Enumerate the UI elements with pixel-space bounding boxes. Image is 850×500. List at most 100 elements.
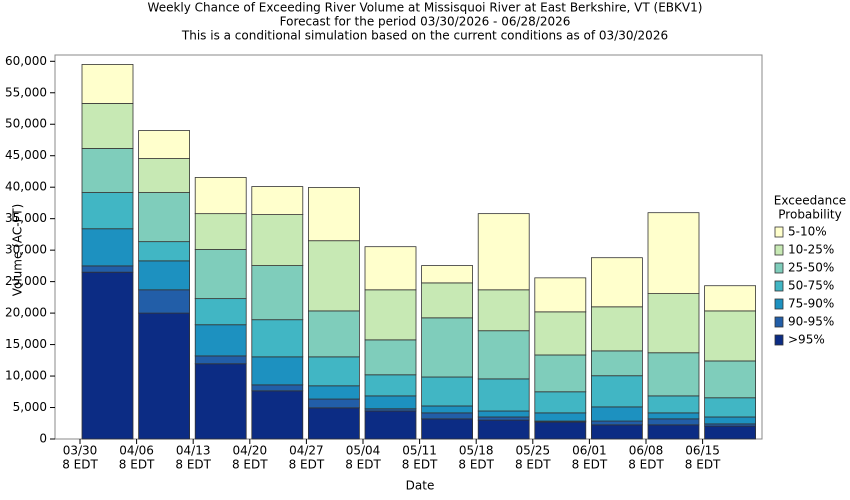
bar-segment bbox=[534, 277, 587, 313]
bar-segment bbox=[81, 64, 134, 104]
bar-segment bbox=[364, 289, 417, 341]
legend-title: Probability bbox=[778, 208, 841, 222]
bar-segment bbox=[81, 192, 134, 230]
legend-label: 10-25% bbox=[788, 243, 834, 257]
legend-swatch bbox=[774, 244, 784, 256]
legend-swatch bbox=[774, 226, 784, 238]
x-tick-label: 03/30 bbox=[63, 444, 98, 458]
legend-swatch bbox=[774, 316, 784, 328]
bar-segment bbox=[138, 260, 191, 291]
bar-segment bbox=[307, 187, 360, 242]
legend-label: >95% bbox=[788, 333, 825, 347]
x-tick-sublabel: 8 EDT bbox=[402, 458, 438, 472]
y-tick-label: 15,000 bbox=[5, 337, 47, 351]
bar-segment bbox=[534, 412, 587, 422]
bar-segment bbox=[81, 265, 134, 273]
y-tick-label: 60,000 bbox=[5, 54, 47, 68]
x-tick-sublabel: 8 EDT bbox=[289, 458, 325, 472]
x-tick-sublabel: 8 EDT bbox=[119, 458, 155, 472]
bar-segment bbox=[704, 425, 756, 440]
x-tick-label: 05/25 bbox=[516, 444, 551, 458]
y-axis-label: Volume (AC-FT) bbox=[11, 204, 25, 297]
bar-segment bbox=[81, 271, 134, 440]
bar-segment bbox=[364, 395, 417, 410]
bar-segment bbox=[138, 312, 191, 440]
legend-label: 75-90% bbox=[788, 297, 834, 311]
y-tick-label: 50,000 bbox=[5, 117, 47, 131]
bar-segment bbox=[421, 412, 474, 420]
bar-segment bbox=[647, 424, 700, 440]
bar-segment bbox=[477, 213, 530, 291]
bar-segment bbox=[534, 421, 587, 440]
bar-segment bbox=[477, 419, 530, 440]
bar-segment bbox=[421, 418, 474, 440]
bar-segment bbox=[534, 391, 587, 414]
bar-segment bbox=[307, 310, 360, 358]
bar-segment bbox=[647, 418, 700, 426]
bar-segment bbox=[81, 148, 134, 193]
bar-segment bbox=[647, 412, 700, 420]
bar-segment bbox=[364, 410, 417, 440]
bar-segment bbox=[251, 186, 304, 215]
y-tick-label: 25,000 bbox=[5, 274, 47, 288]
bar-segment bbox=[307, 385, 360, 400]
x-axis-label: Date bbox=[406, 479, 435, 493]
bar-segment bbox=[251, 265, 304, 321]
bar-segment bbox=[194, 249, 247, 300]
y-tick-label: 35,000 bbox=[5, 211, 47, 225]
y-tick-label: 20,000 bbox=[5, 306, 47, 320]
x-tick-sublabel: 8 EDT bbox=[515, 458, 551, 472]
legend-label: 25-50% bbox=[788, 261, 834, 275]
bar-segment bbox=[251, 319, 304, 358]
x-tick-label: 06/15 bbox=[685, 444, 720, 458]
bar-segment bbox=[138, 241, 191, 262]
bar-segment bbox=[194, 177, 247, 215]
bar-segment bbox=[307, 398, 360, 409]
legend-title: Exceedance bbox=[774, 194, 846, 208]
x-tick-label: 05/11 bbox=[402, 444, 437, 458]
bar-segment bbox=[591, 350, 643, 377]
bar-segment bbox=[194, 363, 247, 440]
bar-segment bbox=[421, 317, 474, 378]
chart-subtitle: Forecast for the period 03/30/2026 - 06/… bbox=[280, 15, 571, 29]
x-tick-sublabel: 8 EDT bbox=[458, 458, 494, 472]
bar-segment bbox=[251, 356, 304, 386]
y-tick-label: 45,000 bbox=[5, 148, 47, 162]
bar-segment bbox=[251, 390, 304, 440]
bar-segment bbox=[138, 289, 191, 314]
legend-swatch bbox=[774, 262, 784, 274]
bar-segment bbox=[591, 424, 643, 440]
bar-segment bbox=[194, 298, 247, 326]
bar-segment bbox=[307, 407, 360, 440]
bar-segment bbox=[647, 352, 700, 397]
x-tick-sublabel: 8 EDT bbox=[232, 458, 268, 472]
bar-segment bbox=[704, 360, 756, 399]
x-tick-sublabel: 8 EDT bbox=[62, 458, 98, 472]
bar-segment bbox=[194, 324, 247, 357]
bar-segment bbox=[421, 376, 474, 407]
bar-segment bbox=[647, 212, 700, 294]
bar-segment bbox=[534, 354, 587, 393]
x-tick-sublabel: 8 EDT bbox=[345, 458, 381, 472]
x-tick-label: 04/06 bbox=[119, 444, 154, 458]
bar-segment bbox=[307, 240, 360, 312]
bar-segment bbox=[194, 213, 247, 250]
bar-segment bbox=[251, 214, 304, 266]
bar-segment bbox=[704, 416, 756, 425]
y-tick-label: 55,000 bbox=[5, 85, 47, 99]
bar-segment bbox=[477, 289, 530, 332]
bar-segment bbox=[704, 285, 756, 312]
bar-segment bbox=[138, 158, 191, 193]
y-tick-label: 40,000 bbox=[5, 180, 47, 194]
y-tick-label: 10,000 bbox=[5, 369, 47, 383]
x-tick-label: 04/27 bbox=[289, 444, 324, 458]
bar-segment bbox=[364, 246, 417, 291]
bar-segment bbox=[421, 265, 474, 284]
bar-segment bbox=[364, 339, 417, 376]
bar-segment bbox=[591, 375, 643, 408]
bar-segment bbox=[591, 306, 643, 352]
bar-segment bbox=[421, 282, 474, 319]
x-tick-label: 04/20 bbox=[233, 444, 268, 458]
legend-label: 50-75% bbox=[788, 279, 834, 293]
